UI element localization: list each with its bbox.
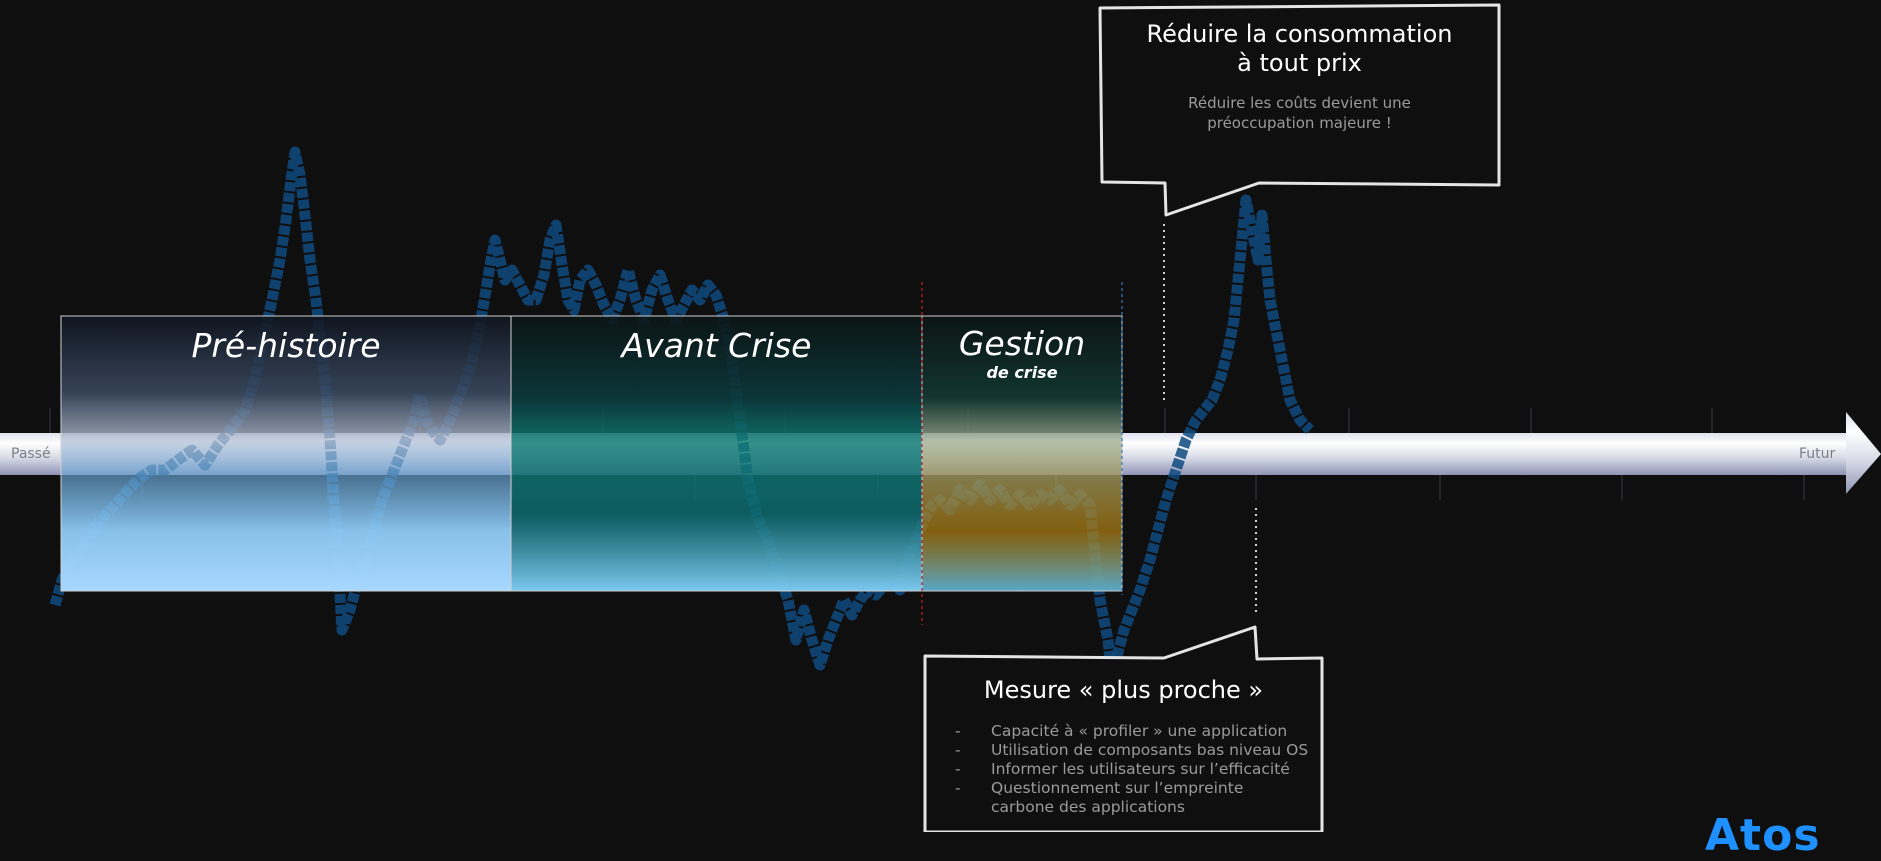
trend-line-segment bbox=[1104, 194, 1314, 701]
era-box-gestion-de-crise bbox=[921, 315, 1123, 592]
era-box-prehistoire bbox=[60, 315, 512, 592]
callout-top-bubble bbox=[1098, 3, 1501, 217]
callout-top-text-line2: préoccupation majeure ! bbox=[1207, 114, 1392, 132]
callout-top-heading-line1: Réduire la consommation bbox=[1146, 20, 1453, 48]
era-subtitle-de-crise: de crise bbox=[986, 363, 1058, 382]
bullet-dash: - bbox=[955, 722, 961, 740]
era-box-avant-crise bbox=[510, 315, 923, 592]
bullet-text: Capacité à « profiler » une application bbox=[991, 722, 1288, 740]
bullet-dash: - bbox=[955, 741, 961, 759]
bullet-text: Utilisation de composants bas niveau OS bbox=[991, 741, 1309, 759]
bullet-dash: - bbox=[955, 779, 961, 797]
timeline-diagram bbox=[0, 3, 1881, 834]
era-title-avant-crise: Avant Crise bbox=[621, 326, 812, 365]
bullet-text: Questionnement sur l’empreinte bbox=[991, 779, 1244, 797]
era-title-prehistoire: Pré-histoire bbox=[191, 326, 381, 365]
bullet-dash: - bbox=[955, 760, 961, 778]
callout-top-text-line1: Réduire les coûts devient une bbox=[1188, 94, 1411, 112]
era-boxes bbox=[60, 282, 1123, 625]
timeline-start-label: Passé bbox=[11, 446, 51, 462]
callout-bottom-heading: Mesure « plus proche » bbox=[983, 676, 1264, 704]
era-title-gestion: Gestion bbox=[958, 324, 1086, 363]
atos-logo: Atos bbox=[1705, 810, 1821, 861]
diagram-stage: Passé Futur Pré-histoire Avant Crise Ges… bbox=[0, 3, 1881, 861]
timeline-end-label: Futur bbox=[1799, 446, 1836, 462]
arrow-head bbox=[1846, 412, 1881, 494]
callout-top-heading-line2: à tout prix bbox=[1237, 49, 1362, 77]
bullet-text: carbone des applications bbox=[991, 798, 1185, 816]
bullet-text: Informer les utilisateurs sur l’efficaci… bbox=[991, 760, 1290, 778]
